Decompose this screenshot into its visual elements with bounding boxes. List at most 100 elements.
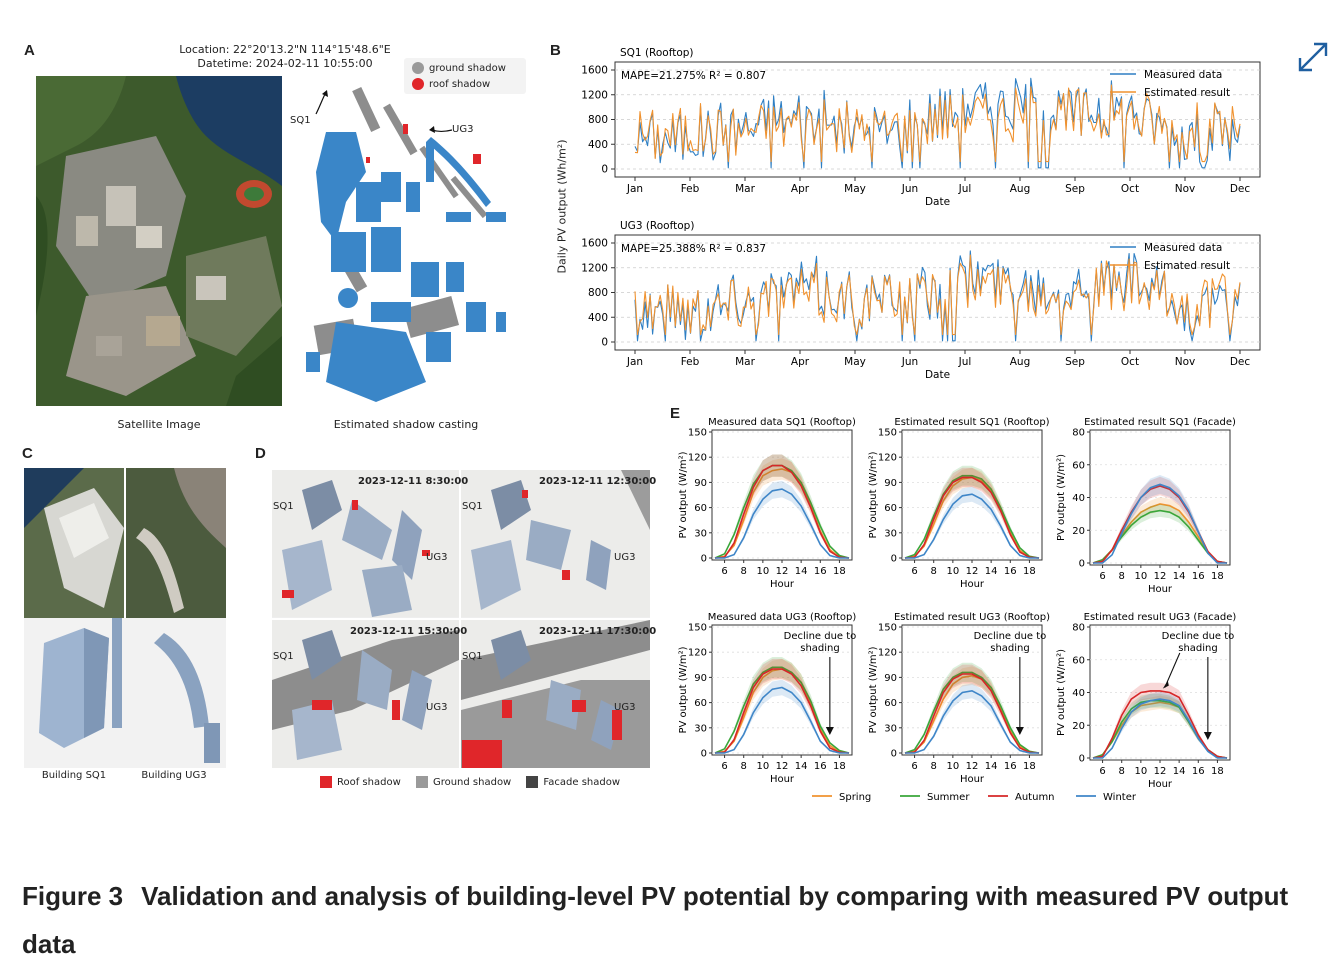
legend-roof-shadow-label: Roof shadow (337, 777, 401, 788)
y-axis-label: PV output (W/m²) (868, 646, 879, 733)
band-spring (905, 666, 1039, 753)
annotation-line-1: Decline due to (974, 631, 1047, 642)
y-axis-label: PV output (W/m²) (1056, 454, 1067, 541)
x-tick-label: 12 (776, 761, 789, 772)
diurnal-plot-3: Measured data UG3 (Rooftop)150 120 90 60 30 0… (678, 612, 856, 785)
annotation-line-2: shading (990, 643, 1030, 654)
y-tick-label: 0 (701, 554, 707, 565)
x-tick-label: Jun (901, 183, 918, 195)
x-axis-label: Hour (770, 579, 795, 590)
annotation-line-2: shading (1178, 643, 1218, 654)
y-tick-label: 0 (601, 164, 608, 176)
datetime-text: Datetime: 2024-02-11 10:55:00 (197, 57, 373, 70)
x-tick-label: 6 (1099, 766, 1105, 777)
x-tick-label: 8 (931, 566, 937, 577)
legend-label: Measured data (1144, 69, 1222, 81)
x-tick-label: 16 (1004, 566, 1017, 577)
d-legend: Roof shadow Ground shadow Facade shadow (320, 776, 620, 788)
x-tick-label: Jul (958, 183, 972, 195)
x-tick-label: Apr (791, 183, 810, 195)
series-line-autumn (714, 464, 850, 559)
series-line-winter (1093, 483, 1227, 564)
legend-label: Estimated result (1144, 260, 1230, 272)
legend-label: Estimated result (1144, 87, 1230, 99)
caption-building-sq1: Building SQ1 (41, 770, 107, 781)
annotation-arrowhead (1015, 727, 1024, 735)
panel-e-label: E (670, 405, 681, 422)
legend-roof-label: roof shadow (429, 79, 491, 90)
expand-icon (1298, 42, 1328, 72)
x-axis-label: Hour (770, 774, 795, 785)
y-tick-label: 0 (891, 749, 897, 760)
y-tick-label: 40 (1072, 493, 1085, 504)
legend-ground-label: ground shadow (429, 63, 506, 74)
y-tick-label: 60 (1072, 460, 1085, 471)
y-tick-label: 400 (588, 139, 608, 151)
band-summer (1093, 504, 1227, 563)
diurnal-plot-5: Estimated result UG3 (Facade)80 60 40 20 0 6 8… (1056, 612, 1236, 790)
x-tick-label: Oct (1121, 183, 1139, 195)
y-tick-label: 150 (878, 623, 897, 634)
y-tick-label: 80 (1072, 623, 1085, 634)
y-axis-label: PV output (W/m²) (678, 451, 689, 538)
ground-shadow-swatch (412, 62, 424, 74)
band-spring (715, 658, 849, 753)
band-autumn (1093, 476, 1227, 563)
d-callout-ug3-0: UG3 (426, 552, 448, 563)
figure-title: Validation and analysis of building-leve… (22, 881, 1289, 959)
y-tick-label: 0 (601, 337, 608, 349)
x-tick-label: Aug (1010, 356, 1031, 368)
y-tick-label: 30 (884, 723, 897, 734)
x-tick-label: 10 (756, 566, 769, 577)
series-line-summer (904, 474, 1040, 559)
y-tick-label: 800 (588, 287, 608, 299)
y-tick-label: 30 (694, 528, 707, 539)
x-tick-label: 12 (1154, 571, 1167, 582)
band-spring (905, 467, 1039, 558)
series-line-autumn (1092, 690, 1228, 759)
series-line-autumn (904, 476, 1040, 559)
x-tick-label: Jan (626, 183, 643, 195)
legend-roof-shadow-swatch (320, 776, 332, 788)
band-winter (715, 480, 849, 558)
band-spring (715, 458, 849, 558)
plot-title-1: UG3 (Rooftop) (620, 220, 694, 232)
satellite-image (36, 76, 282, 406)
x-tick-label: 14 (1173, 571, 1186, 582)
legend-label: Measured data (1144, 242, 1222, 254)
annotation-arrowhead (825, 727, 834, 735)
series-line-autumn (714, 668, 850, 754)
panel-b-label: B (550, 42, 561, 59)
band-autumn (1093, 682, 1227, 758)
x-tick-label: 12 (776, 566, 789, 577)
callout-ug3-a: UG3 (452, 124, 474, 135)
x-tick-label: 10 (756, 761, 769, 772)
y-tick-label: 80 (1072, 428, 1085, 439)
x-tick-label: Aug (1010, 183, 1031, 195)
x-tick-label: 8 (1119, 571, 1125, 582)
d-callout-sq1-3: SQ1 (462, 651, 483, 662)
location-text: Location: 22°20'13.2"N 114°15'48.6"E (179, 43, 391, 56)
x-tick-label: May (844, 356, 866, 368)
x-tick-label: Jun (901, 356, 918, 368)
x-tick-label: 10 (946, 761, 959, 772)
y-tick-label: 60 (884, 698, 897, 709)
x-tick-label: May (844, 183, 866, 195)
x-tick-label: 12 (1154, 766, 1167, 777)
shadow-map (286, 62, 526, 412)
expand-button[interactable] (1296, 40, 1330, 74)
band-summer (715, 454, 849, 558)
band-autumn (715, 658, 849, 753)
panel-a-label: A (24, 42, 35, 59)
x-tick-label: 8 (741, 761, 747, 772)
panel-b-ylabel: Daily PV output (Wh/m²) (555, 139, 569, 274)
y-tick-label: 120 (878, 648, 897, 659)
shadow-caption: Estimated shadow casting (333, 418, 479, 431)
x-tick-label: Nov (1175, 356, 1196, 368)
y-tick-label: 1200 (581, 262, 608, 274)
y-tick-label: 0 (701, 749, 707, 760)
x-tick-label: 18 (833, 761, 846, 772)
x-tick-label: 10 (946, 566, 959, 577)
y-tick-label: 150 (688, 623, 707, 634)
x-tick-label: 6 (721, 566, 727, 577)
